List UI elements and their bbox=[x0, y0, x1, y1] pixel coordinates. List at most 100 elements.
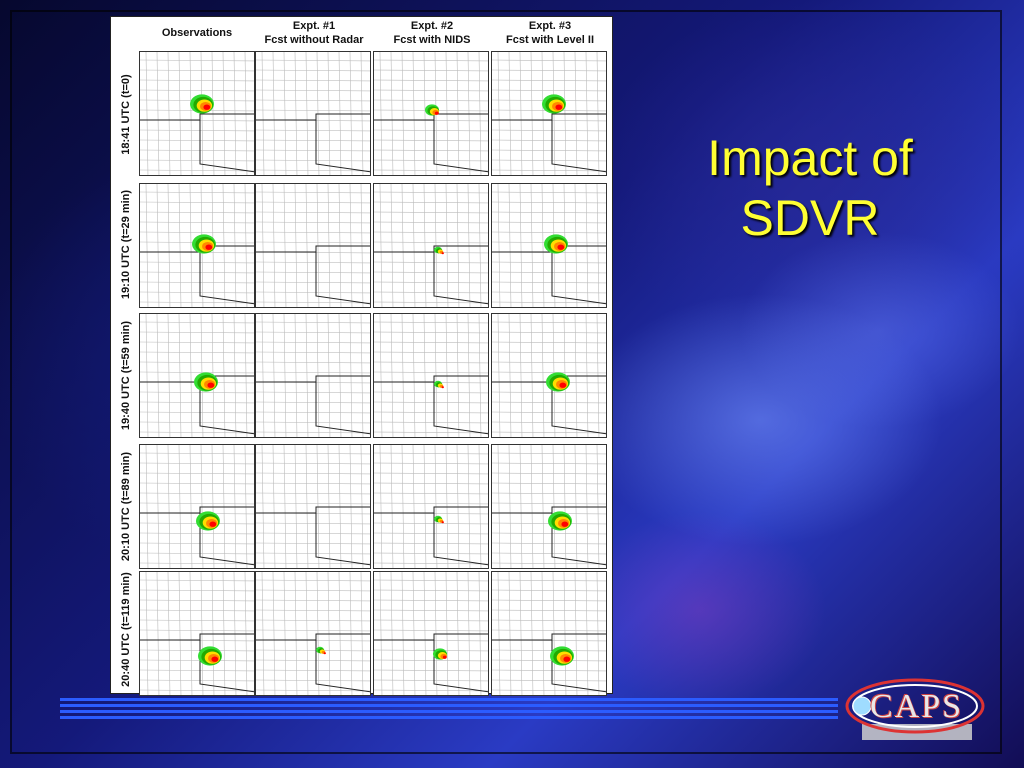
county-map bbox=[492, 52, 606, 175]
county-map bbox=[140, 184, 254, 307]
echo-cell bbox=[559, 382, 567, 388]
county-map bbox=[140, 445, 254, 568]
state-boundary bbox=[374, 245, 488, 253]
county-map bbox=[140, 572, 254, 695]
map-panel bbox=[373, 444, 489, 569]
state-boundary bbox=[315, 252, 370, 305]
divider-line-1 bbox=[60, 698, 838, 701]
caps-logo: CAPS bbox=[842, 676, 988, 746]
divider-line-4 bbox=[60, 716, 838, 719]
county-map bbox=[256, 572, 370, 695]
divider-line-3 bbox=[60, 710, 838, 713]
state-boundary bbox=[433, 120, 488, 173]
column-header-expt2: Expt. #2 Fcst with NIDS bbox=[393, 20, 471, 46]
map-panel bbox=[373, 183, 489, 308]
county-map bbox=[492, 445, 606, 568]
county-map bbox=[140, 52, 254, 175]
column-header-observations: Observations bbox=[161, 27, 233, 39]
state-boundary bbox=[374, 506, 488, 514]
slide-frame bbox=[10, 10, 1002, 754]
state-boundary bbox=[199, 382, 254, 435]
state-boundary bbox=[433, 513, 488, 566]
state-boundary bbox=[256, 375, 370, 383]
map-panel bbox=[491, 183, 607, 308]
caps-logo-graphic bbox=[845, 678, 985, 740]
row-label-4: 20:10 UTC (t=89 min) bbox=[120, 451, 132, 562]
state-boundary bbox=[492, 633, 606, 641]
state-boundary bbox=[199, 252, 254, 305]
echo-cell bbox=[563, 656, 571, 662]
map-panel bbox=[491, 51, 607, 176]
map-panel bbox=[139, 444, 255, 569]
row-label-2: 19:10 UTC (t=29 min) bbox=[120, 189, 132, 300]
state-boundary bbox=[551, 382, 606, 435]
county-map bbox=[492, 314, 606, 437]
echo-cell bbox=[441, 386, 444, 389]
state-boundary bbox=[433, 382, 488, 435]
county-map bbox=[374, 314, 488, 437]
map-panel bbox=[373, 51, 489, 176]
county-map bbox=[492, 572, 606, 695]
echo-cell bbox=[323, 652, 326, 655]
map-panel bbox=[491, 313, 607, 438]
row-label-1: 18:41 UTC (t=0) bbox=[120, 74, 132, 155]
state-boundary bbox=[492, 506, 606, 514]
caps-logo-text: CAPS bbox=[870, 688, 964, 725]
county-map bbox=[256, 314, 370, 437]
echo-cell bbox=[434, 111, 439, 115]
county-map bbox=[374, 52, 488, 175]
map-panel bbox=[139, 571, 255, 696]
state-boundary bbox=[374, 375, 488, 383]
state-boundary bbox=[492, 113, 606, 121]
map-panel bbox=[255, 183, 371, 308]
echo-cell bbox=[557, 244, 565, 250]
state-boundary bbox=[374, 113, 488, 121]
state-boundary bbox=[315, 513, 370, 566]
echo-cell bbox=[442, 655, 447, 659]
echo-cell bbox=[211, 656, 219, 662]
county-map bbox=[256, 184, 370, 307]
state-boundary bbox=[256, 633, 370, 641]
state-boundary bbox=[374, 633, 488, 641]
map-panel bbox=[139, 51, 255, 176]
echo-cell bbox=[441, 252, 444, 255]
state-boundary bbox=[551, 120, 606, 173]
map-panel bbox=[255, 313, 371, 438]
county-map bbox=[256, 52, 370, 175]
state-boundary bbox=[315, 640, 370, 693]
state-boundary bbox=[199, 120, 254, 173]
echo-cell bbox=[207, 382, 215, 388]
state-boundary bbox=[256, 506, 370, 514]
column-header-expt1: Expt. #1 Fcst without Radar bbox=[264, 20, 364, 46]
map-panel bbox=[139, 313, 255, 438]
echo-cell bbox=[205, 244, 213, 250]
column-header-expt3: Expt. #3 Fcst with Level II bbox=[505, 20, 595, 46]
state-boundary bbox=[140, 506, 254, 514]
row-label-3: 19:40 UTC (t=59 min) bbox=[120, 320, 132, 431]
echo-cell bbox=[441, 521, 444, 524]
state-boundary bbox=[256, 245, 370, 253]
map-panel bbox=[139, 183, 255, 308]
row-label-5: 20:40 UTC (t=119 min) bbox=[120, 572, 132, 687]
map-panel bbox=[373, 313, 489, 438]
map-panel bbox=[255, 444, 371, 569]
map-panel bbox=[255, 571, 371, 696]
map-panel bbox=[491, 444, 607, 569]
map-panel bbox=[491, 571, 607, 696]
county-map bbox=[492, 184, 606, 307]
county-map bbox=[374, 184, 488, 307]
slide-title: Impact of SDVR bbox=[707, 130, 913, 246]
divider-line-2 bbox=[60, 704, 838, 707]
state-boundary bbox=[140, 633, 254, 641]
echo-cell bbox=[203, 104, 211, 110]
map-panel bbox=[373, 571, 489, 696]
state-boundary bbox=[140, 113, 254, 121]
state-boundary bbox=[433, 252, 488, 305]
echo-cell bbox=[561, 521, 569, 527]
radar-figure: Observations Expt. #1 Fcst without Radar … bbox=[110, 16, 613, 696]
echo-cell bbox=[555, 104, 563, 110]
county-map bbox=[140, 314, 254, 437]
state-boundary bbox=[256, 113, 370, 121]
echo-cell bbox=[209, 521, 217, 527]
county-map bbox=[374, 445, 488, 568]
